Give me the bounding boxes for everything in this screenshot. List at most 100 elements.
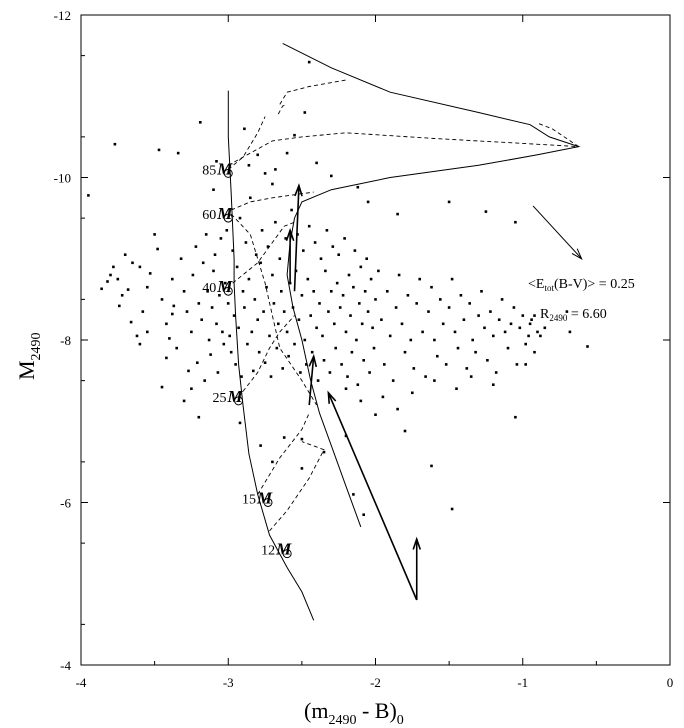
arrow-head: [327, 390, 337, 404]
data-point: [231, 249, 234, 252]
data-point: [344, 330, 348, 334]
data-point: [291, 306, 295, 309]
arrow-head: [571, 248, 583, 260]
data-point: [226, 302, 230, 305]
data-point: [282, 436, 286, 439]
data-point: [260, 229, 264, 232]
data-point: [285, 151, 289, 155]
data-point: [397, 273, 401, 277]
data-point: [396, 212, 399, 216]
data-point: [156, 247, 159, 251]
data-point: [447, 306, 451, 309]
data-point: [303, 338, 307, 342]
data-point: [277, 322, 280, 326]
data-point: [197, 415, 201, 419]
data-point: [512, 306, 516, 309]
data-point: [116, 277, 120, 281]
data-point: [157, 148, 161, 152]
data-point: [268, 334, 271, 338]
data-point: [229, 350, 233, 354]
data-point: [309, 314, 312, 317]
data-point: [272, 302, 276, 305]
data-point: [209, 353, 212, 356]
mass-label: 12: [261, 544, 275, 559]
data-point: [269, 375, 273, 378]
x-axis-label: (m2490 - B)0: [304, 698, 404, 728]
data-point: [447, 200, 451, 204]
data-point: [307, 60, 311, 64]
track-dashed: [228, 132, 579, 166]
data-point: [207, 338, 211, 342]
data-point: [243, 306, 246, 309]
data-point: [204, 233, 208, 236]
data-point: [492, 334, 495, 338]
data-point: [250, 330, 254, 334]
data-point: [391, 379, 395, 382]
arrow-shaft: [293, 185, 300, 292]
data-point: [450, 507, 454, 511]
track-dashed: [228, 116, 266, 170]
data-point: [316, 379, 320, 382]
data-point: [243, 127, 246, 131]
data-point: [334, 346, 337, 350]
data-point: [187, 369, 190, 373]
data-point: [322, 359, 326, 362]
data-point: [315, 326, 318, 330]
data-point: [528, 322, 532, 326]
data-point: [123, 253, 127, 256]
data-point: [518, 326, 522, 330]
reddening-annotation: <Etot(B-V)> = 0.25: [528, 277, 635, 293]
data-point: [524, 363, 527, 366]
data-point: [197, 302, 201, 305]
data-point: [176, 151, 180, 155]
data-point: [141, 310, 145, 313]
data-point: [237, 326, 240, 330]
data-point: [396, 407, 399, 411]
data-point: [421, 330, 424, 334]
data-point: [112, 265, 115, 269]
track-dashed: [231, 191, 314, 211]
data-point: [453, 330, 457, 334]
data-point: [306, 277, 310, 281]
data-point: [380, 318, 383, 321]
data-point: [350, 350, 354, 354]
data-point: [325, 229, 329, 232]
data-point: [247, 164, 251, 167]
data-point: [194, 245, 198, 248]
data-point: [462, 318, 466, 321]
y-tick-label: -6: [60, 496, 71, 511]
data-point: [360, 322, 364, 326]
data-point: [138, 342, 142, 346]
data-point: [352, 285, 355, 289]
sun-icon: [223, 213, 233, 223]
data-point: [153, 233, 156, 236]
data-point: [347, 273, 351, 277]
data-point: [263, 172, 267, 175]
data-point: [196, 361, 199, 364]
data-point: [106, 280, 109, 283]
data-point: [374, 298, 377, 301]
data-point: [282, 310, 286, 313]
data-point: [148, 272, 152, 275]
data-point: [310, 350, 314, 354]
data-point: [109, 273, 112, 277]
data-point: [366, 200, 370, 204]
y-tick-label: -12: [54, 8, 71, 23]
data-point: [403, 350, 407, 354]
data-point: [372, 346, 376, 350]
data-point: [300, 294, 304, 297]
data-point: [356, 383, 360, 386]
data-point: [100, 287, 103, 291]
data-point: [305, 363, 308, 366]
x-tick-label: -3: [223, 675, 234, 690]
data-point: [215, 322, 218, 326]
data-point: [190, 330, 193, 334]
data-point: [331, 245, 335, 248]
track-dashed: [232, 221, 295, 284]
data-point: [318, 302, 321, 305]
reddening-arrows: [285, 183, 583, 601]
data-point: [433, 338, 436, 342]
data-point: [293, 133, 296, 137]
data-point: [533, 314, 536, 317]
data-point: [252, 369, 255, 373]
